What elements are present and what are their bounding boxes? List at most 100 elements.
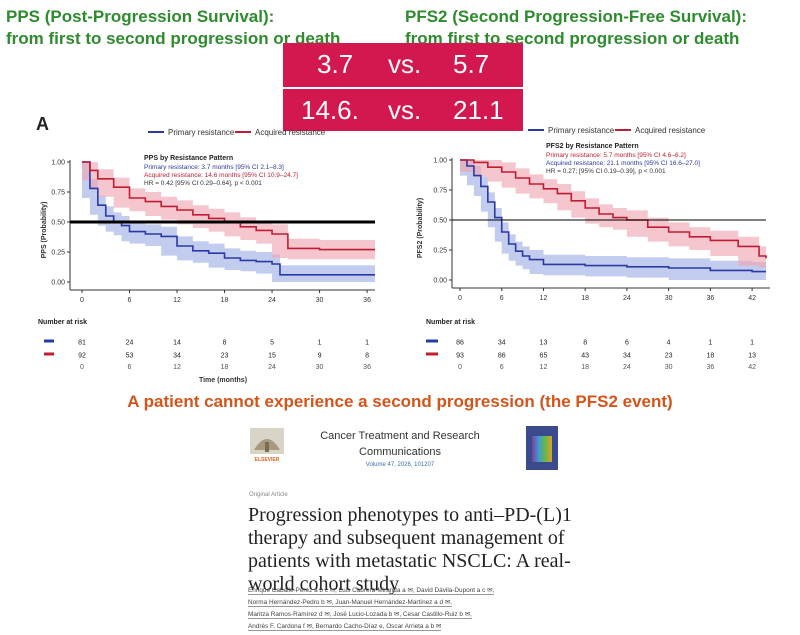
- y-axis-label: PPS (Probability): [41, 202, 48, 259]
- journal-name-line2[interactable]: Communications: [359, 446, 441, 458]
- author-line-text[interactable]: Maritza Ramos-Ramírez d ✉, José Lucio-Lo…: [248, 611, 472, 619]
- y-tick-label: 1.00: [51, 160, 65, 167]
- author-line[interactable]: Maritza Ramos-Ramírez d ✉, José Lucio-Lo…: [248, 609, 494, 621]
- pfs2-primary-median: 5.7: [453, 49, 490, 79]
- y-tick-label: 0.50: [51, 220, 65, 227]
- author-line[interactable]: Norma Hernández-Pedro b ✉, Juan-Manuel H…: [248, 597, 494, 609]
- x-tick-label: 36: [706, 295, 714, 302]
- x-tick-label: 0: [80, 297, 84, 304]
- y-tick-label: 0.75: [433, 188, 447, 195]
- x-tick-label: 18: [221, 297, 229, 304]
- y-tick-label: 0.50: [433, 218, 447, 225]
- risk-count-primary: 34: [498, 340, 506, 347]
- journal-volume[interactable]: Volume 47, 2026, 101207: [365, 462, 435, 468]
- x-tick-label: 6: [500, 295, 504, 302]
- risk-x-tick-label: 18: [221, 364, 229, 371]
- risk-x-tick-label: 36: [706, 364, 714, 371]
- conclusion-statement: A patient cannot experience a second pro…: [127, 392, 673, 411]
- risk-x-tick-label: 24: [268, 364, 276, 371]
- pps-acquired-median: 14.6.: [301, 95, 359, 125]
- risk-count-acquired: 65: [540, 353, 548, 360]
- hazard-ratio-stat: HR = 0.42 [95% CI 0.29–0.64], p < 0.001: [144, 180, 262, 187]
- comparison-row-median-primary: 3.7 vs. 5.7: [283, 43, 523, 87]
- risk-count-primary: 14: [173, 340, 181, 347]
- risk-x-tick-label: 24: [623, 364, 631, 371]
- x-tick-label: 42: [748, 295, 756, 302]
- elsevier-logo: ELSEVIER: [244, 426, 290, 466]
- acquired-stat: Acquired resistance: 14.6 months [95% CI…: [144, 172, 298, 179]
- risk-count-acquired: 43: [581, 353, 589, 360]
- risk-count-primary: 24: [126, 340, 134, 347]
- article-title-line: Progression phenotypes to anti–PD-(L)1: [248, 504, 572, 526]
- primary-stat: Primary resistance: 5.7 months [95% CI 4…: [546, 152, 686, 159]
- x-axis-label: Time (months): [199, 377, 247, 384]
- risk-count-acquired: 13: [748, 353, 756, 360]
- risk-x-tick-label: 12: [540, 364, 548, 371]
- pfs2-acquired-median: 21.1: [453, 95, 504, 125]
- risk-x-tick-label: 0: [458, 364, 462, 371]
- acquired-stat: Acquired resistance: 21.1 months [95% CI…: [546, 160, 700, 167]
- author-line[interactable]: Andrés F. Cardona f ✉, Bernardo Cacho-Dí…: [248, 621, 494, 633]
- risk-count-acquired: 15: [268, 353, 276, 360]
- y-tick-label: 0.25: [51, 250, 65, 257]
- author-line[interactable]: Enrique Caballé-Pérez a b c ✉, Luis Cabr…: [248, 585, 495, 597]
- pps-definition-title: PPS (Post-Progression Survival):: [6, 7, 275, 26]
- risk-count-primary: 4: [667, 340, 671, 347]
- risk-count-primary: 5: [270, 340, 274, 347]
- legend-primary-label: Primary resistance: [548, 126, 615, 135]
- pps-primary-median: 3.7: [317, 49, 354, 79]
- x-tick-label: 30: [316, 297, 324, 304]
- author-line-text[interactable]: Norma Hernández-Pedro b ✉, Juan-Manuel H…: [248, 599, 452, 607]
- x-tick-label: 24: [623, 295, 631, 302]
- risk-count-acquired: 34: [623, 353, 631, 360]
- risk-count-primary: 13: [540, 340, 548, 347]
- risk-count-primary: 1: [365, 340, 369, 347]
- ci-band-primary: [460, 160, 766, 280]
- x-tick-label: 18: [581, 295, 589, 302]
- risk-count-acquired: 23: [221, 353, 229, 360]
- risk-x-tick-label: 18: [581, 364, 589, 371]
- risk-count-primary: 6: [625, 340, 629, 347]
- risk-x-tick-label: 6: [128, 364, 132, 371]
- risk-x-tick-label: 30: [665, 364, 673, 371]
- risk-x-tick-label: 12: [173, 364, 181, 371]
- y-tick-label: 1.00: [433, 158, 447, 165]
- risk-table-title: Number at risk: [38, 319, 87, 326]
- x-tick-label: 24: [268, 297, 276, 304]
- risk-count-primary: 1: [318, 340, 322, 347]
- risk-count-primary: 86: [456, 340, 464, 347]
- author-list: Enrique Caballé-Pérez a b c ✉, Luis Cabr…: [248, 585, 495, 633]
- comparison-row-median-acquired: 14.6. vs. 21.1: [283, 89, 523, 131]
- km-curve-primary: [82, 161, 375, 276]
- y-tick-label: 0.25: [433, 248, 447, 255]
- elsevier-tree-icon: [250, 428, 284, 454]
- km-curve-primary: [460, 159, 766, 273]
- article-title: Progression phenotypes to anti–PD-(L)1 t…: [248, 504, 572, 596]
- risk-count-primary: 81: [78, 340, 86, 347]
- risk-count-acquired: 92: [78, 353, 86, 360]
- article-title-line: therapy and subsequent management of: [248, 527, 565, 549]
- risk-count-primary: 1: [750, 340, 754, 347]
- author-line-text[interactable]: Enrique Caballé-Pérez a b c ✉, Luis Cabr…: [248, 587, 495, 595]
- y-tick-label: 0.00: [51, 280, 65, 287]
- article-title-line: world cohort study: [248, 573, 400, 595]
- risk-count-acquired: 8: [365, 353, 369, 360]
- x-tick-label: 0: [458, 295, 462, 302]
- risk-count-primary: 1: [708, 340, 712, 347]
- risk-x-tick-label: 30: [316, 364, 324, 371]
- risk-x-tick-label: 42: [748, 364, 756, 371]
- journal-name-line1[interactable]: Cancer Treatment and Research: [320, 430, 480, 442]
- risk-count-acquired: 93: [456, 353, 464, 360]
- author-line-text[interactable]: Andrés F. Cardona f ✉, Bernardo Cacho-Dí…: [248, 623, 442, 631]
- vs-label: vs.: [388, 49, 422, 79]
- y-tick-label: 0.75: [51, 190, 65, 197]
- risk-count-acquired: 34: [173, 353, 181, 360]
- risk-count-acquired: 9: [318, 353, 322, 360]
- article-type: Original Article: [249, 492, 288, 498]
- legend-acquired-label: Acquired resistance: [635, 126, 706, 135]
- legend-acquired-label: Acquired resistance: [255, 128, 326, 137]
- journal-cover-thumbnail[interactable]: [526, 426, 558, 470]
- vs-label: vs.: [388, 95, 422, 125]
- x-tick-label: 30: [665, 295, 673, 302]
- risk-x-tick-label: 0: [80, 364, 84, 371]
